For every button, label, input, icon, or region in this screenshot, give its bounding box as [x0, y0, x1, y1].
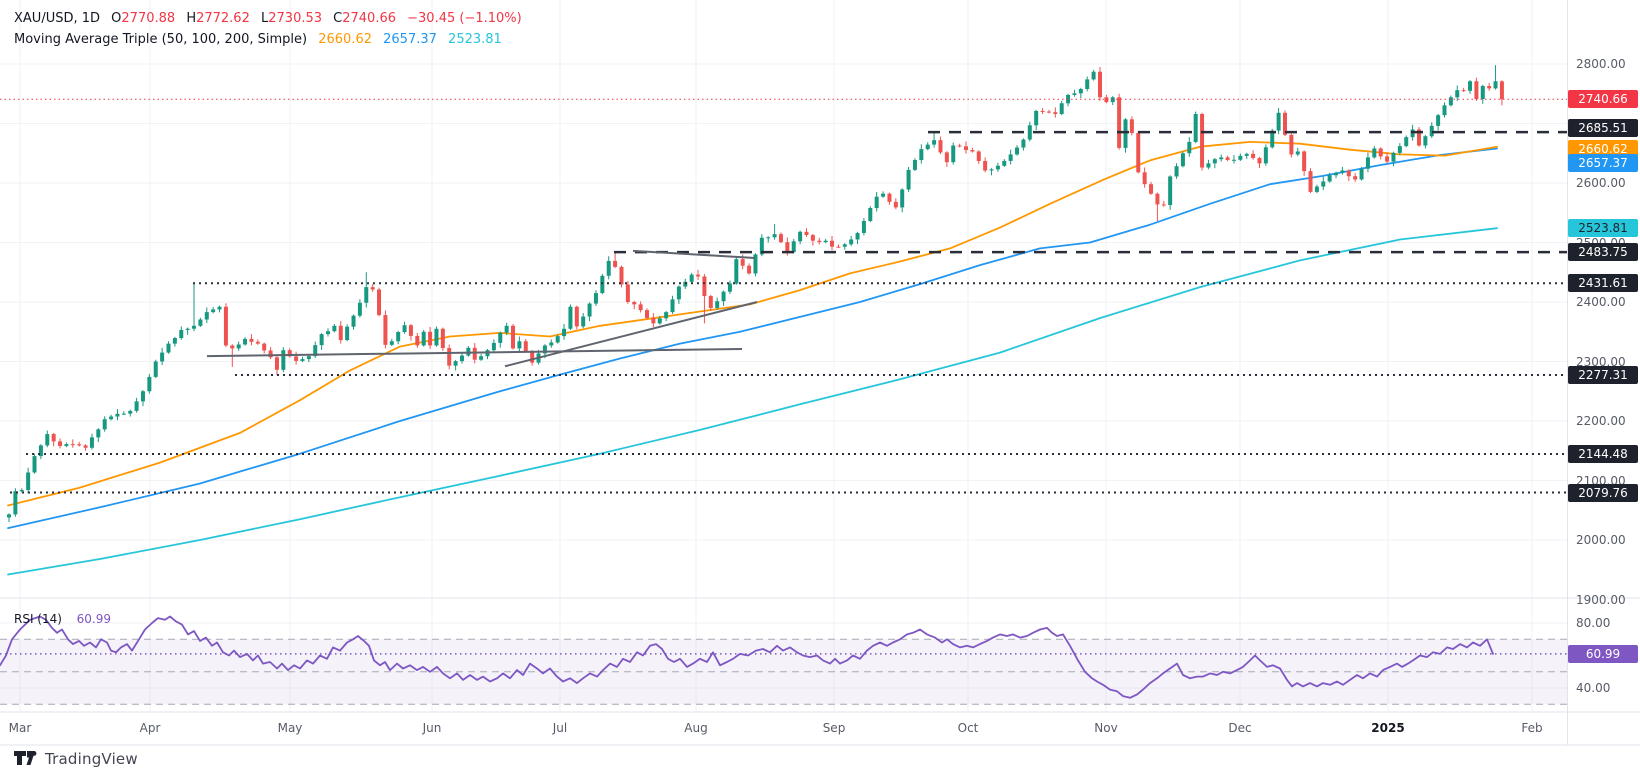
rsi-value: 60.99 [76, 612, 111, 626]
time-tick-label: Feb [1521, 721, 1543, 735]
ma50-value: 2660.62 [318, 32, 372, 47]
time-tick-label: Oct [957, 721, 979, 735]
price-badge: 2483.75 [1568, 243, 1638, 262]
price-badge: 2277.31 [1568, 366, 1638, 384]
price-badge: 60.99 [1568, 644, 1638, 663]
time-tick-label: Apr [139, 721, 161, 735]
price-tick-label: 2200.00 [1576, 414, 1626, 428]
ma-indicator-title: Moving Average Triple (50, 100, 200, Sim… [14, 32, 308, 47]
price-tick-label: 40.00 [1576, 681, 1611, 695]
time-tick-label: Nov [1094, 721, 1118, 735]
tradingview-attribution[interactable]: TradingView [14, 750, 138, 768]
time-tick-label: Jun [422, 721, 442, 735]
low-value: 2730.53 [268, 11, 323, 26]
price-tick-label: 2800.00 [1576, 57, 1626, 71]
high-value: 2772.62 [196, 11, 250, 26]
high-label: H [186, 11, 197, 26]
symbol-ohlc-row: XAU/USD, 1D O2770.88 H2772.62 L2730.53 C… [14, 8, 522, 29]
time-tick-label: Jul [552, 721, 568, 735]
price-badge: 2685.51 [1568, 119, 1638, 138]
tradingview-logo-icon [14, 751, 37, 765]
price-tick-label: 2600.00 [1576, 176, 1626, 190]
price-badge: 2079.76 [1568, 483, 1638, 502]
time-tick-label: Aug [684, 721, 708, 735]
price-tick-label: 2400.00 [1576, 295, 1626, 309]
price-badge: 2657.37 [1568, 153, 1638, 172]
time-tick-label: 2025 [1371, 721, 1405, 735]
open-value: 2770.88 [121, 11, 176, 26]
price-badge: 2740.66 [1568, 90, 1638, 109]
change-value: −30.45 (−1.10%) [407, 11, 522, 26]
price-badge: 2523.81 [1568, 219, 1638, 238]
price-tick-label: 1900.00 [1576, 592, 1626, 607]
rsi-legend: RSI (14) 60.99 [14, 612, 111, 626]
price-badge: 2660.62 [1568, 139, 1638, 158]
tradingview-brand-text: TradingView [45, 750, 138, 768]
price-tick-label: 2300.00 [1576, 354, 1626, 369]
price-badge: 2144.48 [1568, 445, 1638, 464]
low-label: L [261, 11, 269, 26]
ma100-value: 2657.37 [383, 32, 437, 47]
open-label: O [111, 11, 122, 26]
close-label: C [333, 11, 343, 26]
symbol-legend: XAU/USD, 1D O2770.88 H2772.62 L2730.53 C… [14, 8, 522, 50]
price-tick-label: 80.00 [1576, 616, 1611, 630]
time-tick-label: May [277, 721, 303, 735]
time-tick-label: Sep [822, 721, 846, 735]
time-tick-label: Mar [8, 721, 32, 735]
price-badge: 2431.61 [1568, 274, 1638, 293]
symbol-title: XAU/USD, 1D [14, 11, 101, 26]
close-value: 2740.66 [342, 11, 396, 26]
price-tick-label: 2000.00 [1576, 533, 1626, 547]
ma-indicator-row: Moving Average Triple (50, 100, 200, Sim… [14, 29, 522, 50]
time-tick-label: Dec [1228, 721, 1252, 735]
ma200-value: 2523.81 [448, 32, 502, 47]
rsi-indicator-title: RSI (14) [14, 612, 62, 626]
